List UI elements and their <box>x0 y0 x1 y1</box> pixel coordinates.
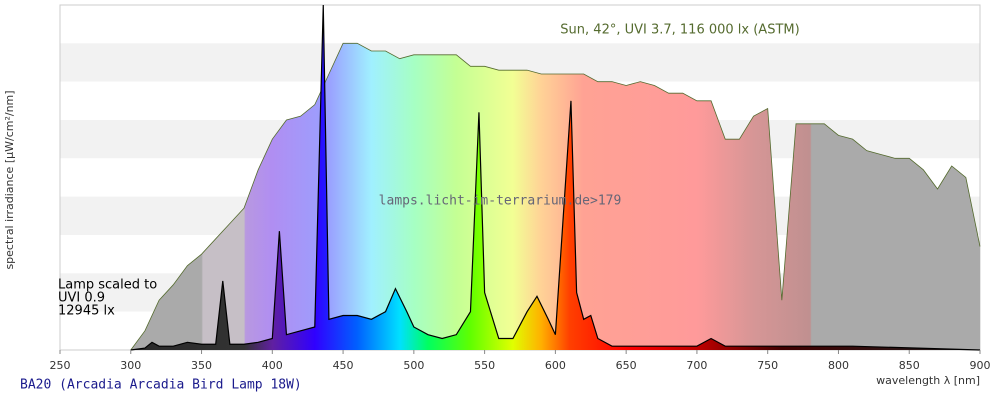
plot-band <box>60 5 980 44</box>
sun-line <box>130 42 981 351</box>
x-tick-label: 300 <box>120 359 141 372</box>
x-tick-label: 750 <box>757 359 778 372</box>
x-axis-label: wavelength λ [nm] <box>876 374 980 387</box>
x-tick-label: 850 <box>899 359 920 372</box>
lamp-note: 12945 lx <box>58 304 115 319</box>
x-tick-label: 350 <box>191 359 212 372</box>
x-tick-label: 400 <box>262 359 283 372</box>
x-tick-label: 650 <box>616 359 637 372</box>
lamp-note: UVI 0.9 <box>58 291 105 306</box>
x-tick-label: 500 <box>403 359 424 372</box>
lamp-note: Lamp scaled to <box>58 278 157 293</box>
sun-area <box>130 43 980 350</box>
sun-label: Sun, 42°, UVI 3.7, 116 000 lx (ASTM) <box>560 23 799 38</box>
x-tick-label: 600 <box>545 359 566 372</box>
x-tick-label: 700 <box>686 359 707 372</box>
y-axis-label: spectral irradiance [µW/cm²/nm] <box>3 90 16 269</box>
x-tick-label: 550 <box>474 359 495 372</box>
watermark: lamps.licht-im-terrarium.de>179 <box>379 194 622 209</box>
x-tick-label: 450 <box>333 359 354 372</box>
x-tick-label: 250 <box>50 359 71 372</box>
x-tick-label: 900 <box>970 359 991 372</box>
x-tick-label: 800 <box>828 359 849 372</box>
chart-title: BA20 (Arcadia Arcadia Bird Lamp 18W) <box>20 378 302 393</box>
lamp-line <box>130 4 981 351</box>
